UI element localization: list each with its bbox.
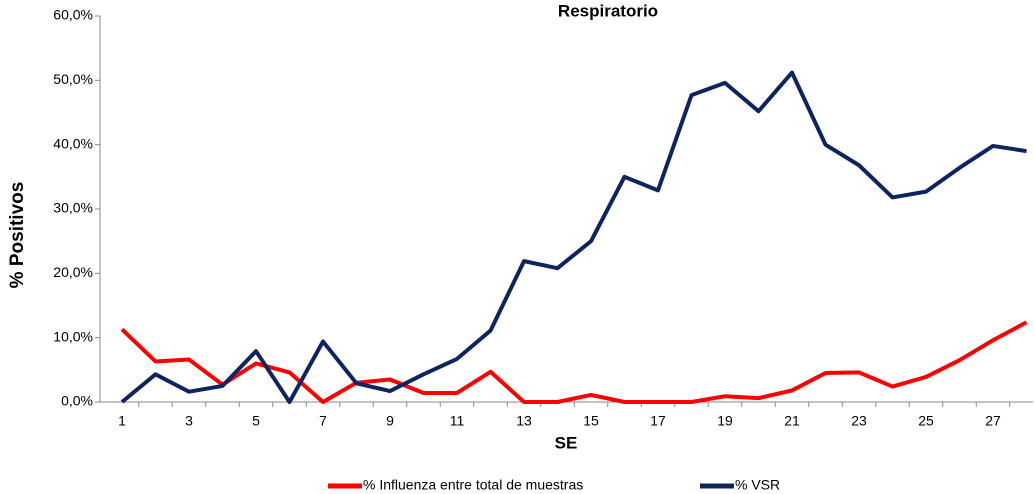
x-tick-label: 27 xyxy=(985,413,1001,429)
y-tick-label: 10,0% xyxy=(53,328,93,344)
y-tick-label: 30,0% xyxy=(53,200,93,216)
x-tick-label: 9 xyxy=(386,413,394,429)
x-tick-label: 21 xyxy=(784,413,800,429)
x-tick-label: 5 xyxy=(252,413,260,429)
x-axis-label: SE xyxy=(555,433,578,452)
y-tick-label: 0,0% xyxy=(61,393,93,409)
legend-label: % Influenza entre total de muestras xyxy=(363,477,583,493)
legend-label: % VSR xyxy=(735,477,780,493)
x-tick-label: 11 xyxy=(450,413,465,429)
y-tick-label: 60,0% xyxy=(53,7,93,23)
y-tick-label: 50,0% xyxy=(53,71,93,87)
y-axis-label: % Positivos xyxy=(7,182,28,289)
x-tick-label: 19 xyxy=(717,413,733,429)
x-tick-label: 7 xyxy=(319,413,327,429)
x-tick-label: 17 xyxy=(650,413,666,429)
series-line xyxy=(120,70,1027,404)
y-tick-label: 20,0% xyxy=(53,264,93,280)
series-line xyxy=(120,320,1028,404)
x-tick-label: 13 xyxy=(516,413,532,429)
x-tick-label: 23 xyxy=(851,413,867,429)
x-tick-label: 25 xyxy=(918,413,934,429)
chart-title: Respiratorio xyxy=(558,1,658,20)
y-tick-label: 40,0% xyxy=(53,135,93,151)
x-tick-label: 3 xyxy=(185,413,193,429)
x-tick-label: 1 xyxy=(118,413,126,429)
x-tick-label: 15 xyxy=(583,413,599,429)
